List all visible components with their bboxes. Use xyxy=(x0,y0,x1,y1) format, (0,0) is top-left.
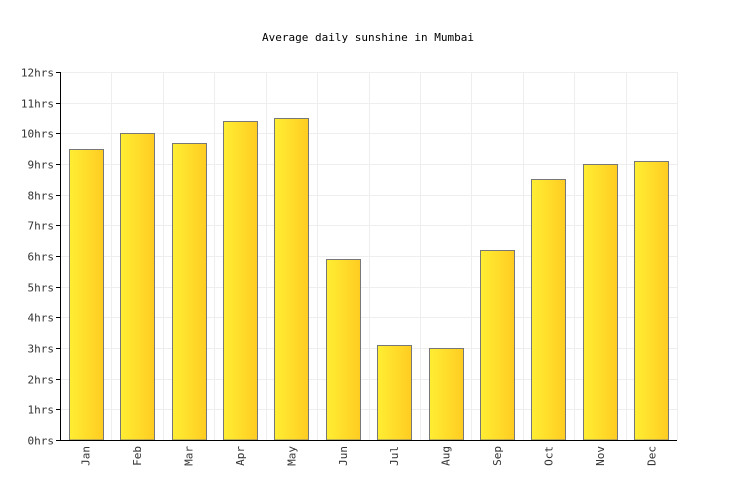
bar-jun xyxy=(326,259,361,441)
x-tick-label: Sep xyxy=(491,446,504,466)
y-tick-label: 11hrs xyxy=(21,98,54,111)
y-tick-label: 3hrs xyxy=(28,343,55,356)
bar-sep xyxy=(480,250,515,441)
x-tick-label: Dec xyxy=(645,446,658,466)
bar-oct xyxy=(531,179,566,441)
x-tick-label: Aug xyxy=(440,446,453,466)
bar-jan xyxy=(69,149,104,441)
x-tick-label: Jun xyxy=(337,446,350,466)
y-tick-label: 9hrs xyxy=(28,159,55,172)
chart-title: Average daily sunshine in Mumbai xyxy=(262,31,474,44)
y-tick-label: 10hrs xyxy=(21,128,54,141)
y-tick-label: 2hrs xyxy=(28,374,55,387)
bar-aug xyxy=(429,348,464,441)
bar-apr xyxy=(223,121,258,441)
y-tick-label: 5hrs xyxy=(28,282,55,295)
grid xyxy=(60,72,678,440)
x-tick-label: Jan xyxy=(80,446,93,466)
bar-nov xyxy=(583,164,618,441)
bar-feb xyxy=(120,133,155,441)
y-tick-label: 0hrs xyxy=(28,435,55,448)
x-tick-labels: Jan Feb Mar Apr May Jun Jul Aug Sep Oct Nov Dec xyxy=(80,446,659,466)
x-tick-label: Oct xyxy=(542,446,555,466)
bar-dec xyxy=(634,161,669,441)
bar-jul xyxy=(377,345,412,441)
x-tick-label: May xyxy=(285,446,298,466)
axes xyxy=(56,72,677,441)
x-tick-label: Nov xyxy=(594,446,607,466)
y-tick-label: 1hrs xyxy=(28,404,55,417)
y-tick-label: 4hrs xyxy=(28,312,55,325)
x-tick-label: Jul xyxy=(388,446,401,466)
bar-mar xyxy=(172,143,207,441)
y-tick-labels: 0hrs 1hrs 2hrs 3hrs 4hrs 5hrs 6hrs 7hrs 8hrs 9hrs… xyxy=(21,67,54,448)
y-tick-label: 6hrs xyxy=(28,251,55,264)
x-tick-label: Mar xyxy=(183,446,196,466)
y-tick-label: 7hrs xyxy=(28,220,55,233)
y-tick-label: 12hrs xyxy=(21,67,54,80)
bars xyxy=(69,118,669,441)
bar-may xyxy=(274,118,309,441)
x-tick-label: Feb xyxy=(131,446,144,466)
x-tick-label: Apr xyxy=(234,446,247,466)
y-tick-label: 8hrs xyxy=(28,190,55,203)
